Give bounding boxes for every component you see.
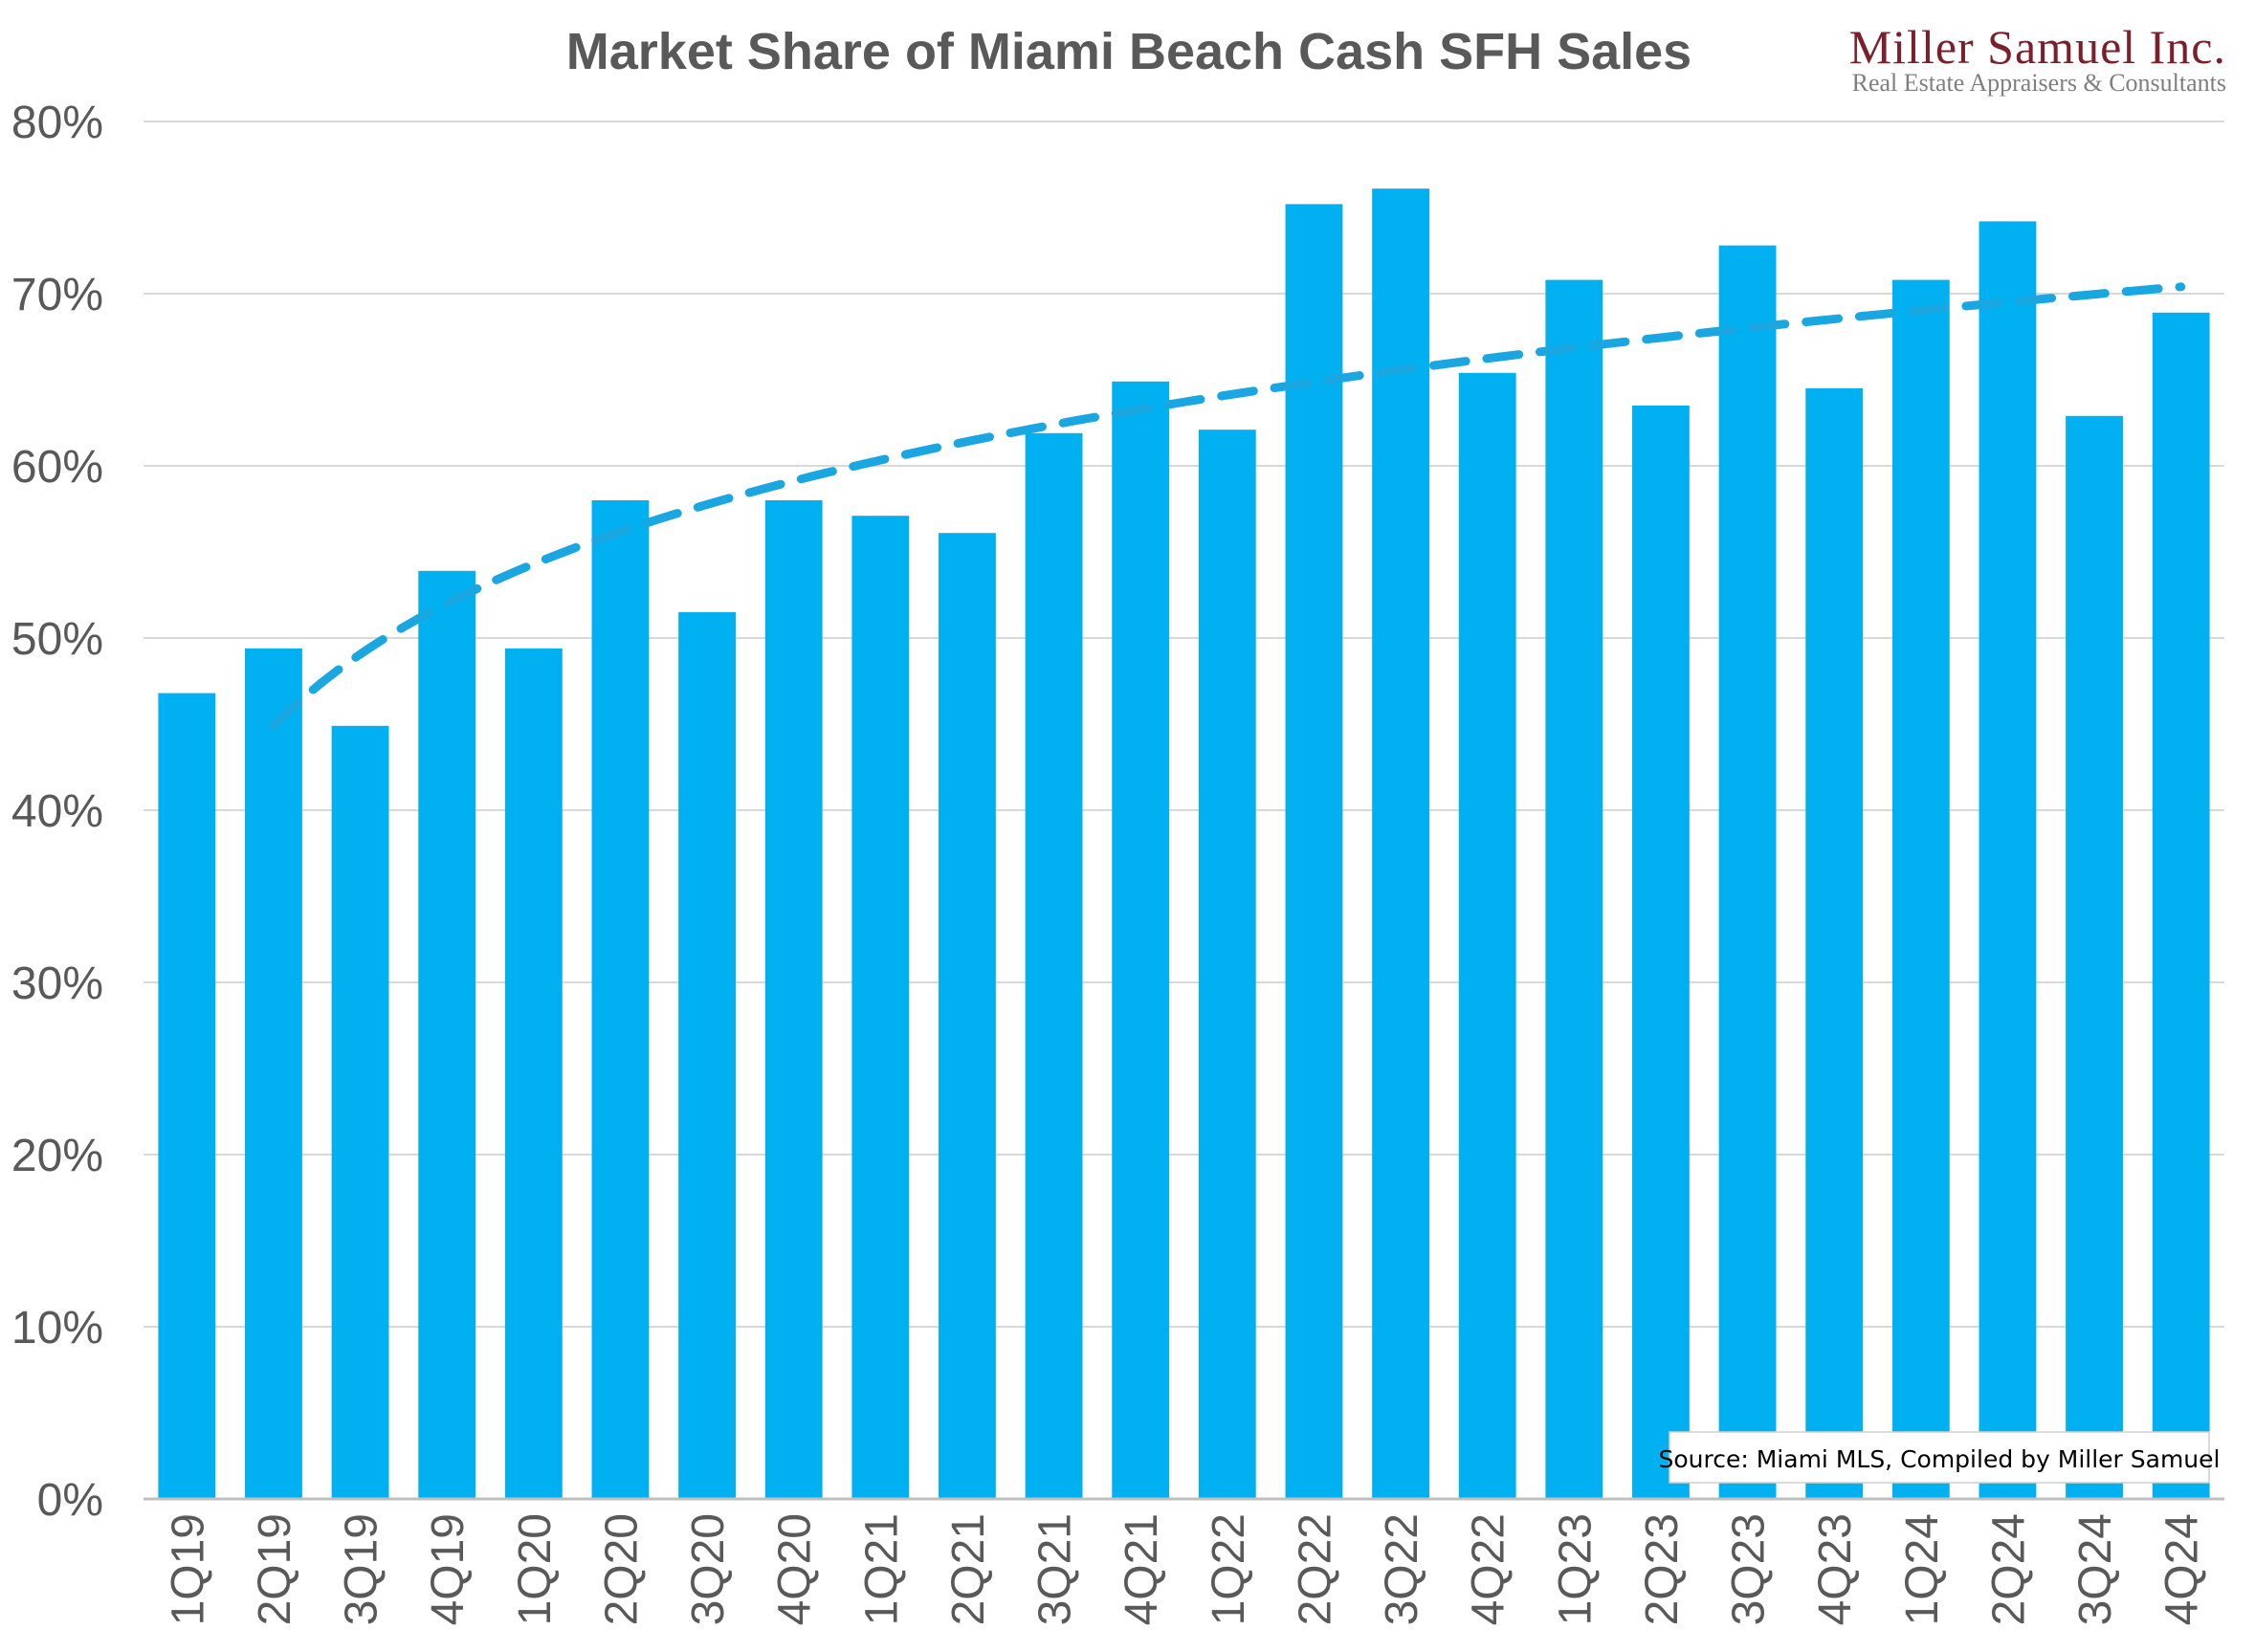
bar-1q19 <box>158 693 216 1499</box>
trendline-path <box>269 282 2186 731</box>
x-tick-label: 4Q24 <box>2157 1513 2208 1625</box>
y-tick-label: 30% <box>11 958 103 1009</box>
source-box: Source: Miami MLS, Compiled by Miller Sa… <box>1659 1431 2221 1484</box>
x-tick-label: 3Q23 <box>1724 1513 1775 1625</box>
bar-4q21 <box>1112 381 1170 1499</box>
bar-1q20 <box>504 648 563 1499</box>
x-tick-label: 3Q20 <box>683 1513 734 1625</box>
bar-3q23 <box>1718 245 1777 1500</box>
bar-2q23 <box>1632 406 1690 1499</box>
bar-3q21 <box>1025 432 1083 1499</box>
x-tick-label: 4Q20 <box>770 1513 821 1625</box>
bar-2q19 <box>245 648 302 1499</box>
logo-name: Miller Samuel Inc. <box>1849 20 2226 74</box>
y-tick-label: 50% <box>11 614 103 665</box>
bar-4q23 <box>1805 388 1864 1499</box>
bar-2q21 <box>939 533 996 1499</box>
bar-1q22 <box>1198 430 1256 1500</box>
x-tick-label: 2Q21 <box>943 1513 994 1625</box>
x-tick-label: 3Q24 <box>2070 1513 2121 1625</box>
bar-4q19 <box>418 570 476 1499</box>
bar-2q22 <box>1285 204 1343 1499</box>
gridlines <box>144 121 2224 1328</box>
x-tick-label: 1Q20 <box>510 1513 561 1625</box>
bar-1q23 <box>1545 279 1603 1500</box>
bar-4q24 <box>2152 312 2210 1499</box>
x-axis-ticks: 1Q19 2Q19 3Q19 4Q19 1Q20 2Q20 3Q20 4Q20 1Q21 2Q21… <box>163 1513 2207 1625</box>
x-tick-label: 1Q21 <box>856 1513 907 1625</box>
bar-3q24 <box>2066 415 2123 1499</box>
bar-3q20 <box>678 612 736 1499</box>
miller-samuel-logo: Miller Samuel Inc. Real Estate Appraiser… <box>1849 20 2226 97</box>
bar-4q20 <box>764 500 823 1499</box>
y-tick-label: 80% <box>11 98 103 148</box>
bar-1q21 <box>851 516 910 1500</box>
x-tick-label: 4Q22 <box>1464 1513 1514 1625</box>
bar-1q24 <box>1891 279 1950 1500</box>
bars <box>158 188 2210 1500</box>
x-tick-label: 4Q23 <box>1810 1513 1861 1625</box>
x-tick-label: 2Q19 <box>250 1513 300 1625</box>
bar-3q19 <box>331 725 389 1499</box>
bar-3q22 <box>1372 188 1429 1500</box>
bar-2q24 <box>1979 221 2037 1499</box>
y-tick-label: 10% <box>11 1303 103 1354</box>
x-tick-label: 1Q24 <box>1897 1513 1948 1625</box>
y-tick-label: 70% <box>11 270 103 320</box>
x-tick-label: 1Q22 <box>1204 1513 1254 1625</box>
x-tick-label: 2Q24 <box>1983 1513 2034 1625</box>
chart-title: Market Share of Miami Beach Cash SFH Sal… <box>566 23 1691 80</box>
x-tick-label: 2Q20 <box>596 1513 647 1625</box>
x-tick-label: 3Q19 <box>337 1513 387 1625</box>
x-tick-label: 4Q21 <box>1116 1513 1167 1625</box>
x-tick-label: 2Q23 <box>1637 1513 1688 1625</box>
x-tick-label: 1Q19 <box>163 1513 213 1625</box>
y-tick-label: 60% <box>11 442 103 493</box>
source-note: Source: Miami MLS, Compiled by Miller Sa… <box>1659 1445 2221 1473</box>
trendline <box>269 282 2186 731</box>
y-tick-label: 40% <box>11 786 103 837</box>
y-tick-label: 20% <box>11 1131 103 1181</box>
logo-tagline: Real Estate Appraisers & Consultants <box>1852 69 2226 97</box>
x-tick-label: 2Q22 <box>1290 1513 1340 1625</box>
x-tick-label: 3Q22 <box>1377 1513 1427 1625</box>
x-tick-label: 4Q19 <box>423 1513 474 1625</box>
y-axis-ticks: 0% 10% 20% 30% 40% 50% 60% 70% 80% <box>11 98 103 1526</box>
bar-4q22 <box>1458 372 1516 1499</box>
x-tick-label: 1Q23 <box>1550 1513 1601 1625</box>
bar-2q20 <box>591 500 650 1499</box>
y-tick-label: 0% <box>37 1475 103 1526</box>
x-tick-label: 3Q21 <box>1030 1513 1081 1625</box>
